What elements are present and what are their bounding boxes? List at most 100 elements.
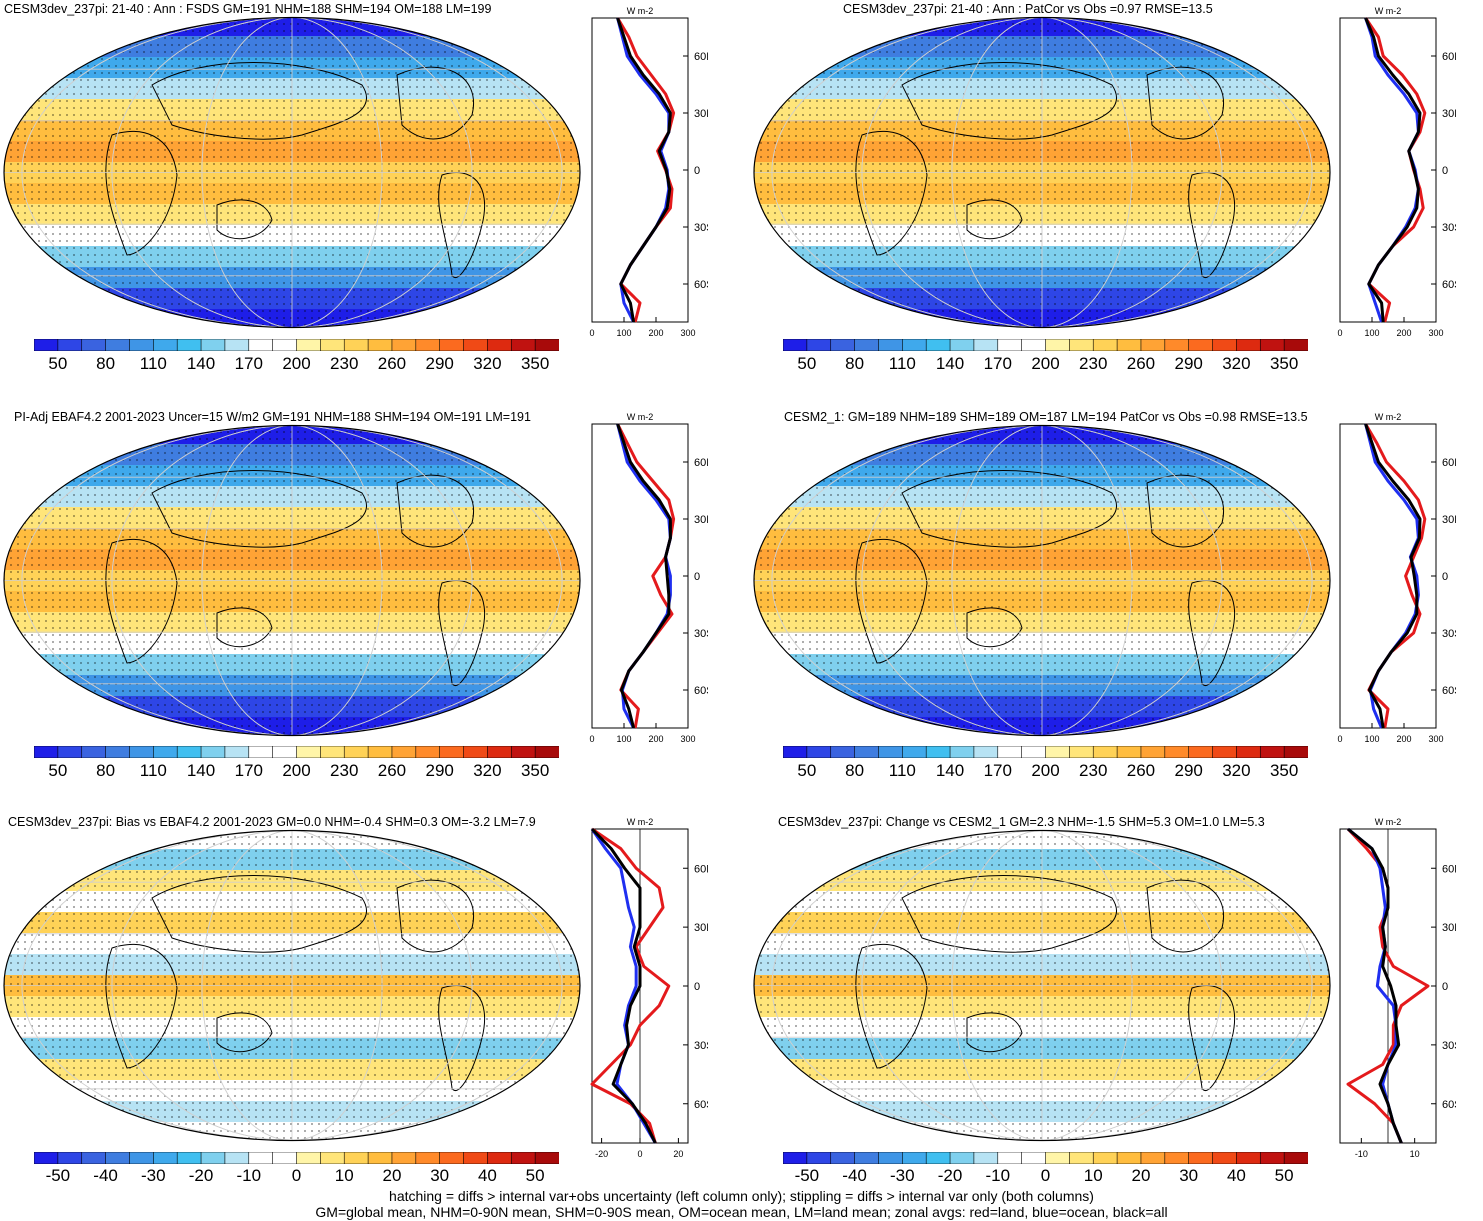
- zonal-series-all: [616, 17, 672, 323]
- colorbar-swatch: [902, 746, 927, 758]
- colorbar: [783, 746, 1308, 758]
- colorbar-swatch: [1045, 1152, 1070, 1164]
- colorbar-swatch: [854, 746, 880, 758]
- zonal-unit-label: W m-2: [1375, 817, 1402, 827]
- colorbar-swatch: [1188, 746, 1214, 758]
- colorbar-label: 320: [473, 354, 502, 373]
- colorbar-label: 50: [525, 1166, 545, 1185]
- colorbar-swatch: [1140, 1152, 1166, 1164]
- colorbar-swatch: [296, 1152, 321, 1164]
- colorbar-swatch: [200, 746, 226, 758]
- zonal-series-land: [590, 827, 671, 1144]
- zonal-xtick-label: 200: [1396, 328, 1411, 338]
- lat-tick-label: 0: [1442, 165, 1448, 177]
- colorbar-swatch: [105, 746, 131, 758]
- colorbar-label: 80: [845, 761, 865, 780]
- lat-tick-label: 60S: [1442, 685, 1456, 697]
- zonal-mean-plot: W m-2 60N 30N 0 30S 60S -20 0 20: [590, 817, 708, 1159]
- lat-tick-label: 60N: [1442, 457, 1456, 469]
- colorbar-swatch: [1021, 1152, 1047, 1164]
- lat-tick-label: 60N: [1442, 863, 1456, 875]
- colorbar-swatch: [272, 1152, 298, 1164]
- colorbar-swatch: [391, 746, 417, 758]
- panel-title: CESM3dev_237pi: 21-40 : Ann : PatCor vs …: [843, 2, 1213, 16]
- colorbar-label: 30: [430, 1166, 450, 1185]
- colorbar-swatch: [806, 1152, 832, 1164]
- colorbar-swatch: [224, 1152, 250, 1164]
- zonal-xtick-label: 100: [1364, 734, 1379, 744]
- lat-tick-label: 60N: [694, 51, 708, 63]
- colorbar-swatch: [248, 1152, 274, 1164]
- colorbar-swatch: [1140, 339, 1166, 351]
- colorbar-swatch: [1069, 1152, 1094, 1164]
- colorbar-swatch: [1236, 339, 1261, 351]
- zonal-frame: [1339, 423, 1437, 729]
- colorbar-label: 230: [330, 761, 359, 780]
- colorbar-swatch: [176, 1152, 202, 1164]
- colorbar-swatch: [1212, 1152, 1238, 1164]
- colorbar-swatch: [367, 339, 393, 351]
- zonal-frame: [591, 423, 689, 729]
- colorbar-label: 260: [377, 354, 407, 373]
- zonal-mean-plot: W m-2 60N 30N 0 30S 60S 0 100 200 300: [1337, 412, 1456, 744]
- colorbar-swatch: [367, 1152, 393, 1164]
- colorbar-swatch: [34, 746, 59, 758]
- zonal-mean-plot: W m-2 60N 30N 0 30S 60S -10 10: [1339, 817, 1456, 1159]
- lat-tick-label: 30N: [1442, 922, 1456, 934]
- zonal-series-ocean: [590, 828, 657, 1144]
- colorbar-swatch: [320, 746, 345, 758]
- colorbar-label: -30: [890, 1166, 915, 1185]
- colorbar-label: 200: [1031, 354, 1060, 373]
- colorbar-swatch: [1092, 1152, 1118, 1164]
- colorbar-swatch: [510, 1152, 536, 1164]
- colorbar-swatch: [34, 1152, 59, 1164]
- map: [3, 424, 581, 737]
- map-outline: [3, 424, 581, 737]
- colorbar-swatch: [973, 339, 999, 351]
- colorbar-swatch: [176, 339, 202, 351]
- colorbar-swatch: [534, 1152, 559, 1164]
- lat-tick-label: 0: [694, 165, 700, 177]
- colorbar-swatch: [391, 339, 417, 351]
- colorbar-swatch: [1259, 746, 1285, 758]
- colorbar-swatch: [200, 339, 226, 351]
- zonal-series-all: [1347, 827, 1403, 1144]
- colorbar-swatch: [296, 339, 321, 351]
- colorbar-swatch: [439, 1152, 465, 1164]
- zonal-unit-label: W m-2: [627, 817, 654, 827]
- colorbar-swatch: [878, 746, 903, 758]
- colorbar-label: 230: [1079, 354, 1108, 373]
- lat-tick-label: 30N: [694, 108, 708, 120]
- lat-tick-label: 60N: [694, 863, 708, 875]
- colorbar-label: 200: [282, 761, 311, 780]
- colorbar-swatch: [783, 1152, 808, 1164]
- colorbar-swatch: [878, 339, 903, 351]
- colorbar-swatch: [343, 339, 369, 351]
- zonal-mean-plot: W m-2 60N 30N 0 30S 60S 0 100 200 300: [589, 412, 708, 744]
- colorbar-label: -20: [188, 1166, 214, 1185]
- colorbar-swatch: [105, 339, 131, 351]
- zonal-unit-label: W m-2: [627, 412, 654, 422]
- map-outline: [753, 16, 1331, 329]
- colorbar-label: 80: [96, 761, 116, 780]
- colorbar-swatch: [1188, 1152, 1214, 1164]
- lat-tick-label: 30S: [1442, 1040, 1456, 1052]
- colorbar-label: 260: [377, 761, 407, 780]
- zonal-xtick-label: 100: [616, 734, 631, 744]
- colorbar-label: 140: [186, 761, 216, 780]
- colorbar-label: 260: [1126, 354, 1156, 373]
- colorbar-swatch: [830, 339, 856, 351]
- colorbar-swatch: [129, 339, 154, 351]
- zonal-mean-plot: W m-2 60N 30N 0 30S 60S 0 100 200 300: [589, 6, 708, 338]
- colorbar-swatch: [105, 1152, 131, 1164]
- lat-tick-label: 60S: [694, 1099, 708, 1111]
- zonal-xtick-label: 200: [648, 734, 663, 744]
- zonal-xtick-label: 0: [1337, 734, 1342, 744]
- colorbar-swatch: [997, 339, 1023, 351]
- colorbar-swatch: [176, 746, 202, 758]
- lat-tick-label: 30S: [1442, 628, 1456, 640]
- zonal-xtick-label: 300: [1428, 734, 1443, 744]
- colorbar-swatch: [830, 746, 856, 758]
- colorbar-swatch: [487, 339, 512, 351]
- colorbar-swatch: [57, 1152, 83, 1164]
